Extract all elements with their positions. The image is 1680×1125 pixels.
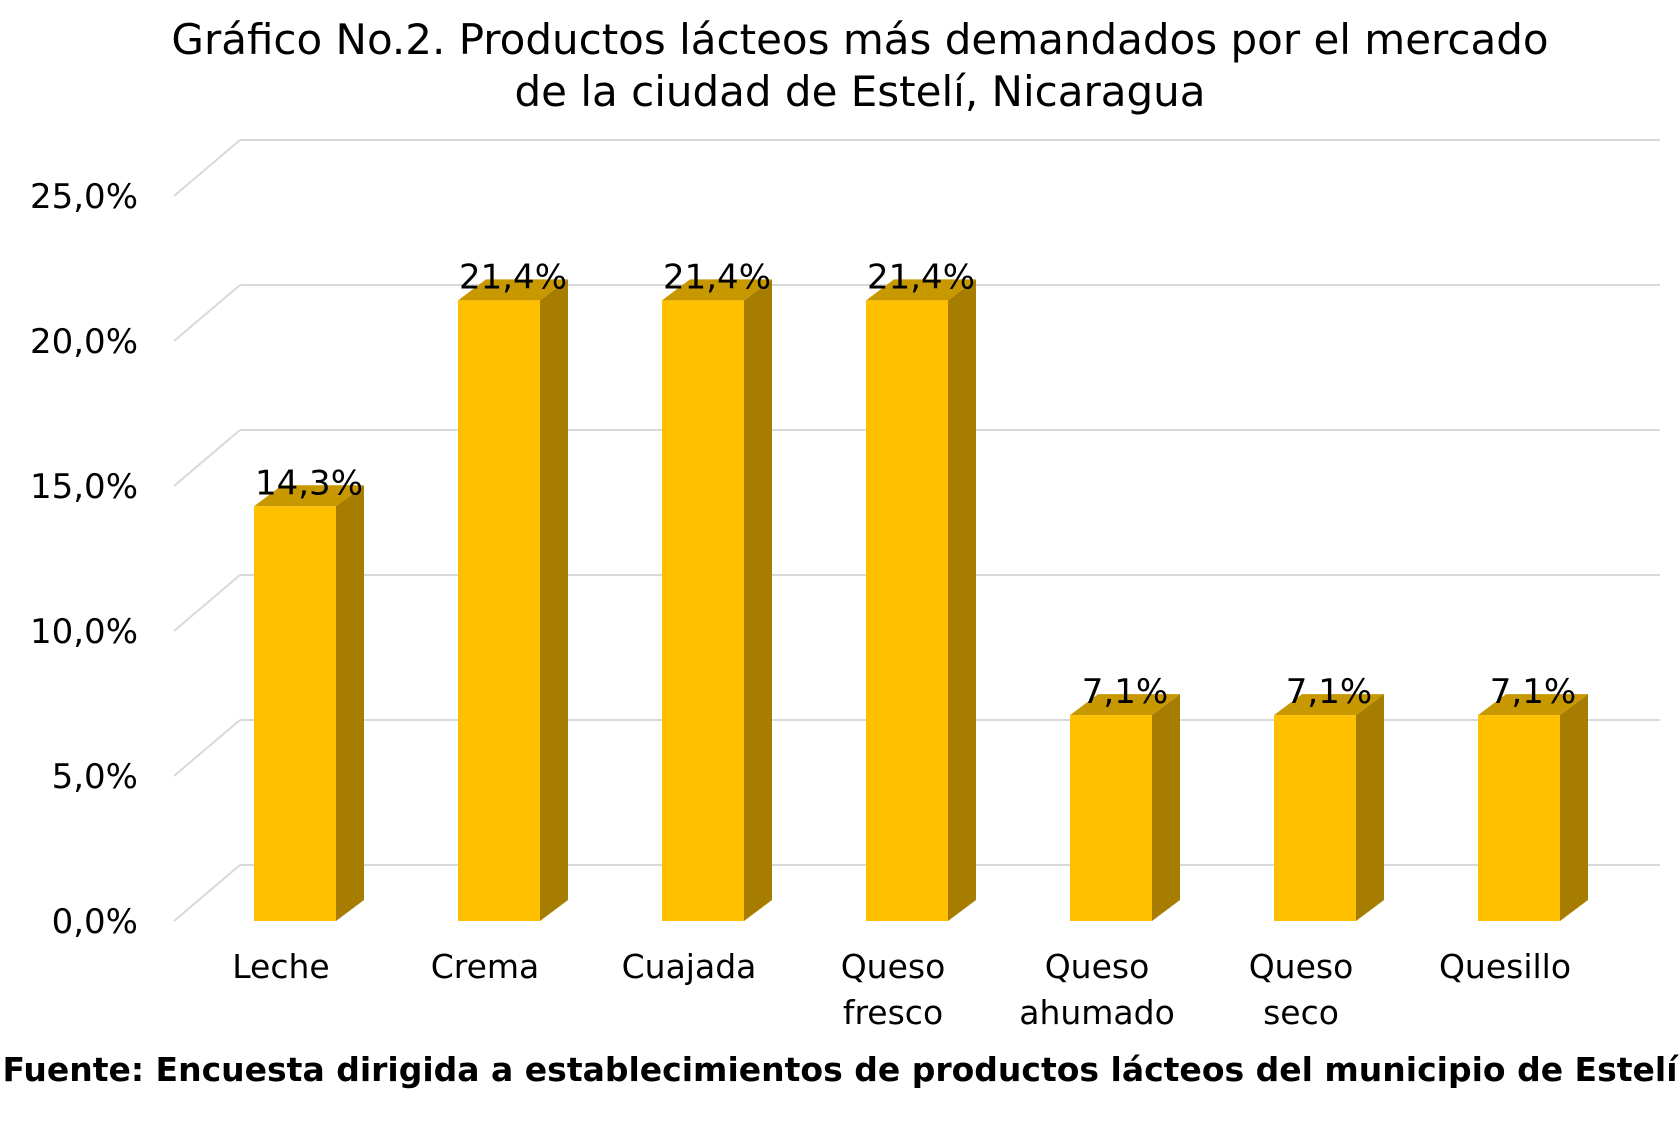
gridline-side <box>173 719 241 777</box>
x-axis-categories: Leche Crema Cuajada Queso fresco Queso ahumado… <box>232 947 1571 1032</box>
x-tick-label-line: ahumado <box>1019 993 1175 1032</box>
x-tick-label-line: Cuajada <box>622 947 757 986</box>
bar <box>866 279 976 921</box>
chart-title-line-1: Gráfico No.2. Productos lácteos más dema… <box>171 15 1549 64</box>
x-tick-label: Cuajada <box>622 947 757 986</box>
x-tick-label-line: Leche <box>232 947 329 986</box>
bar-top <box>662 279 772 301</box>
bar-side <box>948 279 976 921</box>
x-tick-label: Queso seco <box>1249 947 1354 1032</box>
data-label: 21,4% <box>459 257 567 297</box>
bar <box>1478 694 1588 921</box>
bar <box>1274 694 1384 921</box>
x-tick-label-line: Quesillo <box>1439 947 1571 986</box>
x-tick-label-line: seco <box>1263 993 1339 1032</box>
data-label: 7,1% <box>1490 672 1576 712</box>
chart-title-line-2: de la ciudad de Estelí, Nicaragua <box>514 67 1206 116</box>
x-tick-label-line: fresco <box>843 993 943 1032</box>
bar-front <box>1274 715 1356 921</box>
bar-side <box>336 485 364 921</box>
x-tick-label-line: Queso <box>1249 947 1354 986</box>
gridline-side <box>173 574 241 632</box>
bar-front <box>1478 715 1560 921</box>
bar-top <box>866 279 976 301</box>
x-tick-label: Queso fresco <box>841 947 946 1032</box>
bar-front <box>662 300 744 921</box>
bar-front <box>1070 715 1152 921</box>
bar-side <box>1560 694 1588 921</box>
bar <box>1070 694 1180 921</box>
x-tick-label: Quesillo <box>1439 947 1571 986</box>
data-label: 21,4% <box>663 257 771 297</box>
data-label: 7,1% <box>1286 672 1372 712</box>
bar-top <box>1478 694 1588 716</box>
gridline-side <box>173 139 241 197</box>
source-note: Fuente: Encuesta dirigida a establecimie… <box>2 1050 1678 1089</box>
bars <box>254 279 1588 921</box>
bar-side <box>744 279 772 921</box>
y-tick-label: 15,0% <box>30 467 138 507</box>
y-tick-label: 0,0% <box>52 902 138 942</box>
data-labels: 14,3% 21,4% 21,4% 21,4% 7,1% 7,1% 7,1% <box>255 257 1576 712</box>
data-label: 14,3% <box>255 463 363 503</box>
x-tick-label: Leche <box>232 947 329 986</box>
x-tick-label: Queso ahumado <box>1019 947 1175 1032</box>
gridline-side <box>173 429 241 487</box>
y-axis-ticks: 0,0% 5,0% 10,0% 15,0% 20,0% 25,0% <box>30 177 138 942</box>
bar-front <box>254 506 336 921</box>
x-tick-label-line: Crema <box>431 947 540 986</box>
bar-side <box>540 279 568 921</box>
bar-top <box>254 485 364 507</box>
x-tick-label-line: Queso <box>1045 947 1150 986</box>
y-tick-label: 25,0% <box>30 177 138 217</box>
gridline-side <box>173 284 241 342</box>
data-label: 21,4% <box>867 257 975 297</box>
data-label: 7,1% <box>1082 672 1168 712</box>
bar-front <box>866 300 948 921</box>
bar-top <box>458 279 568 301</box>
y-tick-label: 20,0% <box>30 322 138 362</box>
bar-front <box>458 300 540 921</box>
y-tick-label: 10,0% <box>30 612 138 652</box>
gridline-side <box>173 864 241 922</box>
x-tick-label-line: Queso <box>841 947 946 986</box>
bar <box>458 279 568 921</box>
bar-top <box>1070 694 1180 716</box>
bar-side <box>1152 694 1180 921</box>
chart-title: Gráfico No.2. Productos lácteos más dema… <box>0 14 1680 118</box>
y-tick-label: 5,0% <box>52 757 138 797</box>
bar <box>254 485 364 921</box>
bar-top <box>1274 694 1384 716</box>
bar-side <box>1356 694 1384 921</box>
x-tick-label: Crema <box>431 947 540 986</box>
bar <box>662 279 772 921</box>
